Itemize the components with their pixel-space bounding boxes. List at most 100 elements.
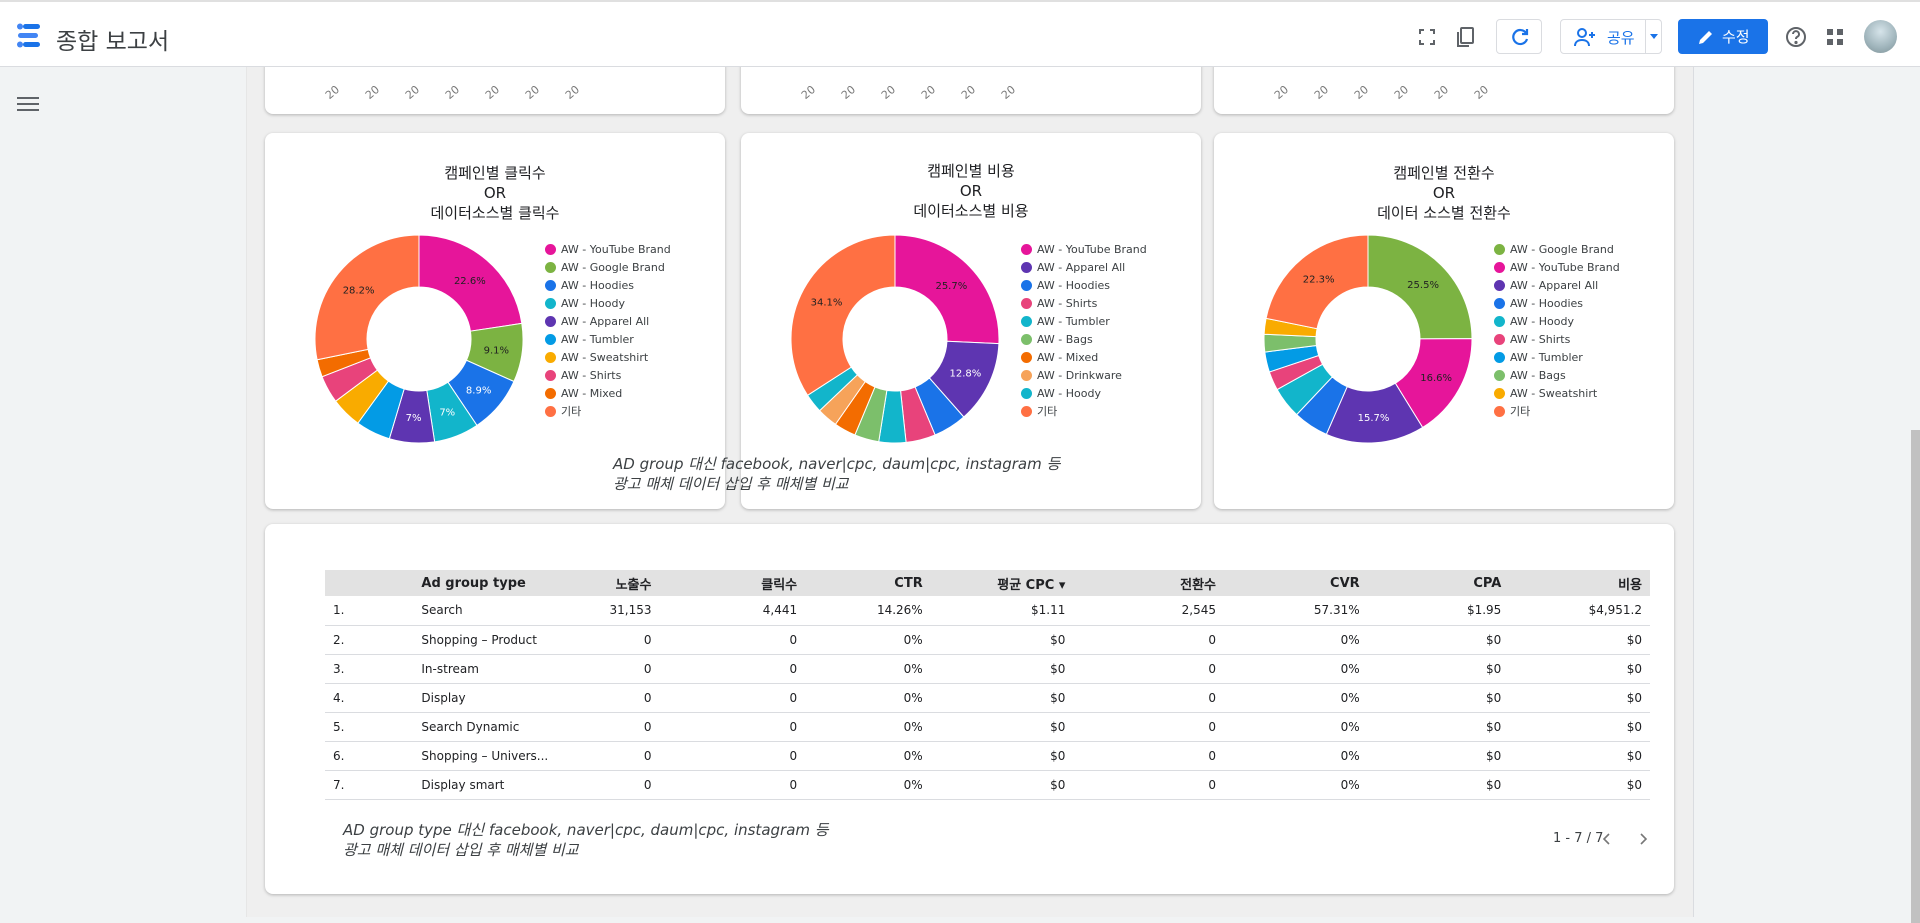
legend-label: AW - Hoodies <box>1037 279 1111 292</box>
donut-slice[interactable] <box>894 234 1000 345</box>
legend-swatch <box>545 316 556 327</box>
apps-grid-icon[interactable] <box>1822 24 1848 50</box>
column-header[interactable]: CVR <box>1224 570 1368 596</box>
previous-page-icon[interactable] <box>1597 829 1617 849</box>
donut-slice[interactable] <box>1367 234 1473 340</box>
menu-icon[interactable] <box>17 96 39 112</box>
legend-swatch <box>545 406 556 417</box>
legend-item[interactable]: AW - Sweatshirt <box>1494 387 1644 400</box>
table-row[interactable]: 3. In-stream 0 0 0% $0 0 0% $0 $0 <box>325 654 1650 684</box>
axis-tick: 20 <box>1472 83 1492 102</box>
table-row[interactable]: 4. Display 0 0 0% $0 0 0% $0 $0 <box>325 683 1650 713</box>
legend-label: AW - Mixed <box>1037 351 1099 364</box>
legend-label: AW - YouTube Brand <box>1510 261 1620 274</box>
legend-swatch <box>545 352 556 363</box>
chart-title: 데이터 소스별 전환수 <box>1377 204 1511 222</box>
legend-item[interactable]: AW - Sweatshirt <box>545 351 695 364</box>
column-header[interactable]: CPA <box>1367 570 1510 596</box>
donut-slice[interactable] <box>314 234 420 361</box>
column-header[interactable]: 전환수 <box>1073 570 1225 596</box>
legend-item[interactable]: 기타 <box>1021 405 1171 418</box>
table-row[interactable]: 2. Shopping – Product 0 0 0% $0 0 0% $0 $0 <box>325 625 1650 655</box>
legend-item[interactable]: AW - YouTube Brand <box>1494 261 1644 274</box>
slice-data-label: 12.8% <box>949 369 981 380</box>
legend-item[interactable]: AW - Apparel All <box>545 315 695 328</box>
table-cell: $0 <box>1367 625 1510 655</box>
data-studio-logo[interactable] <box>14 21 44 51</box>
legend-swatch <box>1494 388 1505 399</box>
conversions-by-campaign-chart[interactable]: 캠페인별 전환수 OR 데이터 소스별 전환수 25.5% 16.6% 15.7% 2… <box>1214 133 1674 509</box>
table-cell: $0 <box>1367 770 1510 800</box>
share-dropdown-icon[interactable] <box>1649 33 1659 41</box>
column-header-sorted[interactable]: 평균 CPC ▾ <box>930 570 1074 596</box>
legend-item[interactable]: AW - Tumbler <box>1021 315 1171 328</box>
legend-item[interactable]: AW - Bags <box>1494 369 1644 382</box>
legend-label: AW - Apparel All <box>561 315 650 328</box>
share-button[interactable]: 공유 <box>1560 19 1662 54</box>
legend-item[interactable]: AW - Tumbler <box>1494 351 1644 364</box>
clicks-by-campaign-chart[interactable]: 캠페인별 클릭수 OR 데이터소스별 클릭수 22.6% 9.1% 8.9% 7% 7%… <box>265 133 725 509</box>
column-header[interactable]: 클릭수 <box>659 570 806 596</box>
page-scrollbar[interactable] <box>1911 430 1920 923</box>
table-cell: 57.31% <box>1224 596 1368 626</box>
legend-item[interactable]: AW - Hoody <box>1494 315 1644 328</box>
donut-slice[interactable] <box>1265 234 1369 330</box>
legend-item[interactable]: AW - Bags <box>1021 333 1171 346</box>
legend-item[interactable]: AW - Apparel All <box>1494 279 1644 292</box>
cost-by-campaign-chart[interactable]: 캠페인별 비용 OR 데이터소스별 비용 25.7% 12.8% 34.1% AW … <box>741 133 1201 509</box>
table-row[interactable]: 6. Shopping – Univers... 0 0 0% $0 0 0% $0 $0 <box>325 741 1650 771</box>
donut-chart[interactable]: 25.5% 16.6% 15.7% 22.3% <box>1262 233 1474 445</box>
legend-item[interactable]: AW - Shirts <box>1494 333 1644 346</box>
donut-slice[interactable] <box>418 234 523 332</box>
table-cell: $0 <box>930 683 1074 713</box>
next-page-icon[interactable] <box>1633 829 1653 849</box>
legend-label: AW - Hoodies <box>561 279 635 292</box>
fullscreen-icon[interactable] <box>1414 24 1440 50</box>
legend-item[interactable]: AW - Hoody <box>545 297 695 310</box>
legend-label: AW - Google Brand <box>1510 243 1614 256</box>
donut-slice[interactable] <box>790 234 896 396</box>
legend-item[interactable]: 기타 <box>545 405 695 418</box>
legend-item[interactable]: 기타 <box>1494 405 1644 418</box>
edit-label: 수정 <box>1722 28 1750 46</box>
legend-item[interactable]: AW - Hoody <box>1021 387 1171 400</box>
legend-label: AW - YouTube Brand <box>561 243 671 256</box>
legend-item[interactable]: AW - Shirts <box>545 369 695 382</box>
legend-item[interactable]: AW - Hoodies <box>545 279 695 292</box>
chart-title: 캠페인별 클릭수 <box>444 164 546 182</box>
legend-item[interactable]: AW - Google Brand <box>1494 243 1644 256</box>
legend-item[interactable]: AW - Google Brand <box>545 261 695 274</box>
help-icon[interactable] <box>1783 24 1809 50</box>
donut-chart[interactable]: 22.6% 9.1% 8.9% 7% 7% 28.2% <box>313 233 525 445</box>
report-title[interactable]: 종합 보고서 <box>56 29 170 55</box>
legend-swatch <box>1494 406 1505 417</box>
table-row[interactable]: 7. Display smart 0 0 0% $0 0 0% $0 $0 <box>325 770 1650 800</box>
legend-item[interactable]: AW - Apparel All <box>1021 261 1171 274</box>
copy-report-icon[interactable] <box>1453 24 1479 50</box>
row-index: 4. <box>325 683 414 713</box>
legend-item[interactable]: AW - YouTube Brand <box>1021 243 1171 256</box>
refresh-button[interactable] <box>1496 19 1542 54</box>
edit-button[interactable]: 수정 <box>1678 19 1768 54</box>
legend-item[interactable]: AW - Hoodies <box>1494 297 1644 310</box>
legend-item[interactable]: AW - Shirts <box>1021 297 1171 310</box>
slice-data-label: 22.6% <box>454 276 486 287</box>
legend-item[interactable]: AW - Mixed <box>545 387 695 400</box>
legend-item[interactable]: AW - Hoodies <box>1021 279 1171 292</box>
account-avatar[interactable] <box>1864 20 1897 53</box>
legend-item[interactable]: AW - YouTube Brand <box>545 243 695 256</box>
table-row[interactable]: 1. Search 31,153 4,441 14.26% $1.11 2,545 57.31… <box>325 596 1650 626</box>
legend-item[interactable]: AW - Tumbler <box>545 333 695 346</box>
legend-item[interactable]: AW - Drinkware <box>1021 369 1171 382</box>
column-header[interactable]: 비용 <box>1509 570 1650 596</box>
legend-item[interactable]: AW - Mixed <box>1021 351 1171 364</box>
ad-group-type-cell: Shopping – Product <box>413 625 565 655</box>
column-header[interactable]: CTR <box>805 570 931 596</box>
donut-chart[interactable]: 25.7% 12.8% 34.1% <box>789 233 1001 445</box>
column-header[interactable]: Ad group type <box>413 570 565 596</box>
legend-label: AW - Sweatshirt <box>1510 387 1598 400</box>
table-row[interactable]: 5. Search Dynamic 0 0 0% $0 0 0% $0 $0 <box>325 712 1650 742</box>
ad-group-type-cell: Display smart <box>413 770 565 800</box>
ad-group-type-cell: In-stream <box>413 654 565 684</box>
column-header[interactable]: 노출수 <box>564 570 660 596</box>
